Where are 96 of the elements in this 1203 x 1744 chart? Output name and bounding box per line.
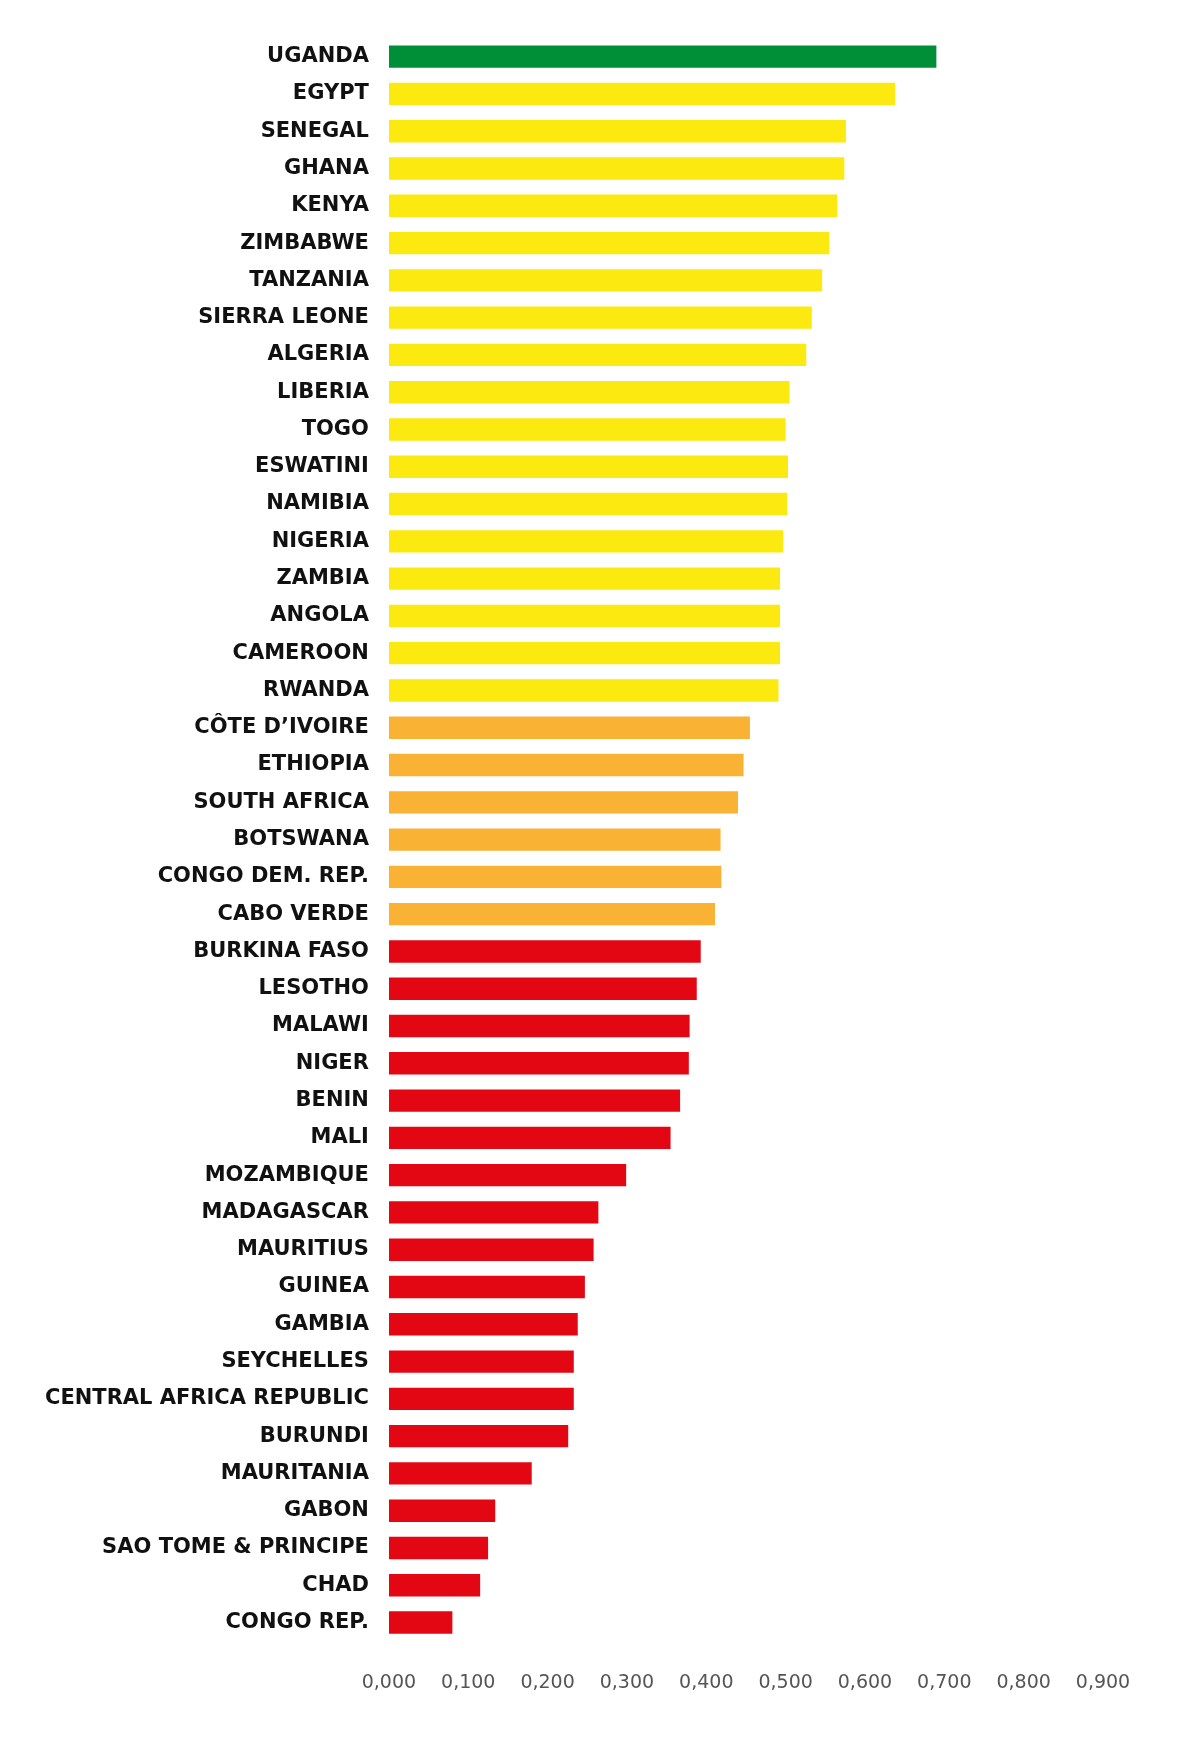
y-tick-label: CAMEROON [232,639,369,664]
x-tick-label: 0,200 [520,1669,575,1692]
bar [388,791,739,814]
y-tick-label: CONGO DEM. REP. [157,863,369,888]
y-tick-label: ZIMBABWE [240,229,369,254]
y-tick-label: TOGO [301,415,369,440]
x-tick-label: 0,900 [1075,1669,1131,1692]
y-tick-label: LESOTHO [258,975,369,1000]
bar [388,194,838,217]
y-tick-label: ZAMBIA [276,565,370,590]
y-tick-label: NIGERIA [271,527,370,552]
bar [388,231,830,255]
bar [388,381,790,404]
y-tick-label: BURUNDI [259,1422,369,1447]
bar [388,902,716,926]
bar [388,716,750,739]
bar [388,1611,453,1634]
y-tick-label: ESWATINI [255,453,369,478]
bar [388,306,812,329]
x-tick-label: 0,000 [361,1669,417,1692]
y-tick-label: GABON [283,1497,369,1522]
y-tick-label: SOUTH AFRICA [193,788,370,813]
x-tick-label: 0,500 [758,1669,813,1692]
x-tick-label: 0,400 [679,1669,734,1692]
y-tick-label: MALI [310,1124,369,1149]
bar [388,1387,574,1411]
x-tick-label: 0,100 [441,1669,496,1692]
bar [388,1163,627,1187]
x-tick-label: 0,600 [837,1669,893,1692]
bar [388,1574,481,1597]
bar [388,455,788,478]
y-tick-label: BURKINA FASO [193,937,369,962]
y-tick-label: KENYA [291,192,370,217]
bar [388,567,781,590]
y-tick-label: CHAD [302,1571,369,1596]
bar [388,1350,574,1373]
y-tick-label: MAURITIUS [237,1236,369,1261]
y-tick-label: SIERRA LEONE [198,304,369,329]
bar [388,120,846,143]
y-tick-label: CONGO REP. [225,1609,369,1634]
y-tick-label: GUINEA [278,1273,370,1298]
bar [388,1275,585,1299]
bar [388,1313,578,1336]
y-tick-label: BENIN [295,1087,369,1112]
y-tick-label: BOTSWANA [233,826,370,851]
y-tick-label: CENTRAL AFRICA REPUBLIC [44,1385,369,1410]
bar [388,977,697,1000]
x-tick-label: 0,700 [917,1669,972,1692]
bar [388,1462,532,1485]
y-tick-label: TANZANIA [249,266,370,291]
bar [388,492,788,516]
y-tick-label: MALAWI [272,1012,369,1037]
y-tick-label: SEYCHELLES [221,1348,369,1373]
y-tick-label: NIGER [295,1049,369,1074]
bar [388,940,701,963]
bar [388,45,937,68]
bar [388,1201,599,1224]
bar [388,753,744,777]
y-tick-label: UGANDA [267,43,370,68]
bar [388,642,781,665]
y-tick-label: SAO TOME & PRINCIPE [102,1534,369,1559]
y-tick-label: NAMIBIA [266,490,370,515]
bar [388,530,784,553]
bar [388,604,781,628]
y-tick-label: ANGOLA [270,602,370,627]
y-tick-label: RWANDA [262,676,370,701]
y-tick-label: CÔTE D’IVOIRE [194,713,369,739]
y-tick-label: LIBERIA [277,378,370,403]
y-tick-label: ALGERIA [267,341,370,366]
y-tick-label: GHANA [283,154,370,179]
bar [388,82,896,106]
bar [388,157,845,180]
bar [388,1238,594,1261]
bar [388,828,721,851]
y-tick-label: MAURITANIA [220,1459,370,1484]
bar [388,1126,671,1150]
bar [388,269,823,292]
y-tick-label: ETHIOPIA [257,751,370,776]
x-tick-label: 0,300 [599,1669,655,1692]
y-tick-label: CABO VERDE [217,900,369,925]
bar [388,1089,681,1112]
bar [388,343,807,367]
bar [388,1499,496,1522]
bar [388,1536,489,1560]
y-tick-label: GAMBIA [274,1310,370,1335]
x-tick-label: 0,800 [996,1669,1051,1692]
y-tick-label: MADAGASCAR [201,1198,369,1223]
bar [388,1052,689,1075]
y-tick-label: SENEGAL [260,117,369,142]
bar [388,418,786,441]
y-tick-label: EGYPT [292,80,370,105]
bar [388,679,779,702]
bar [388,1014,690,1038]
bar [388,1424,569,1448]
y-tick-label: MOZAMBIQUE [204,1161,369,1186]
bar [388,865,722,889]
